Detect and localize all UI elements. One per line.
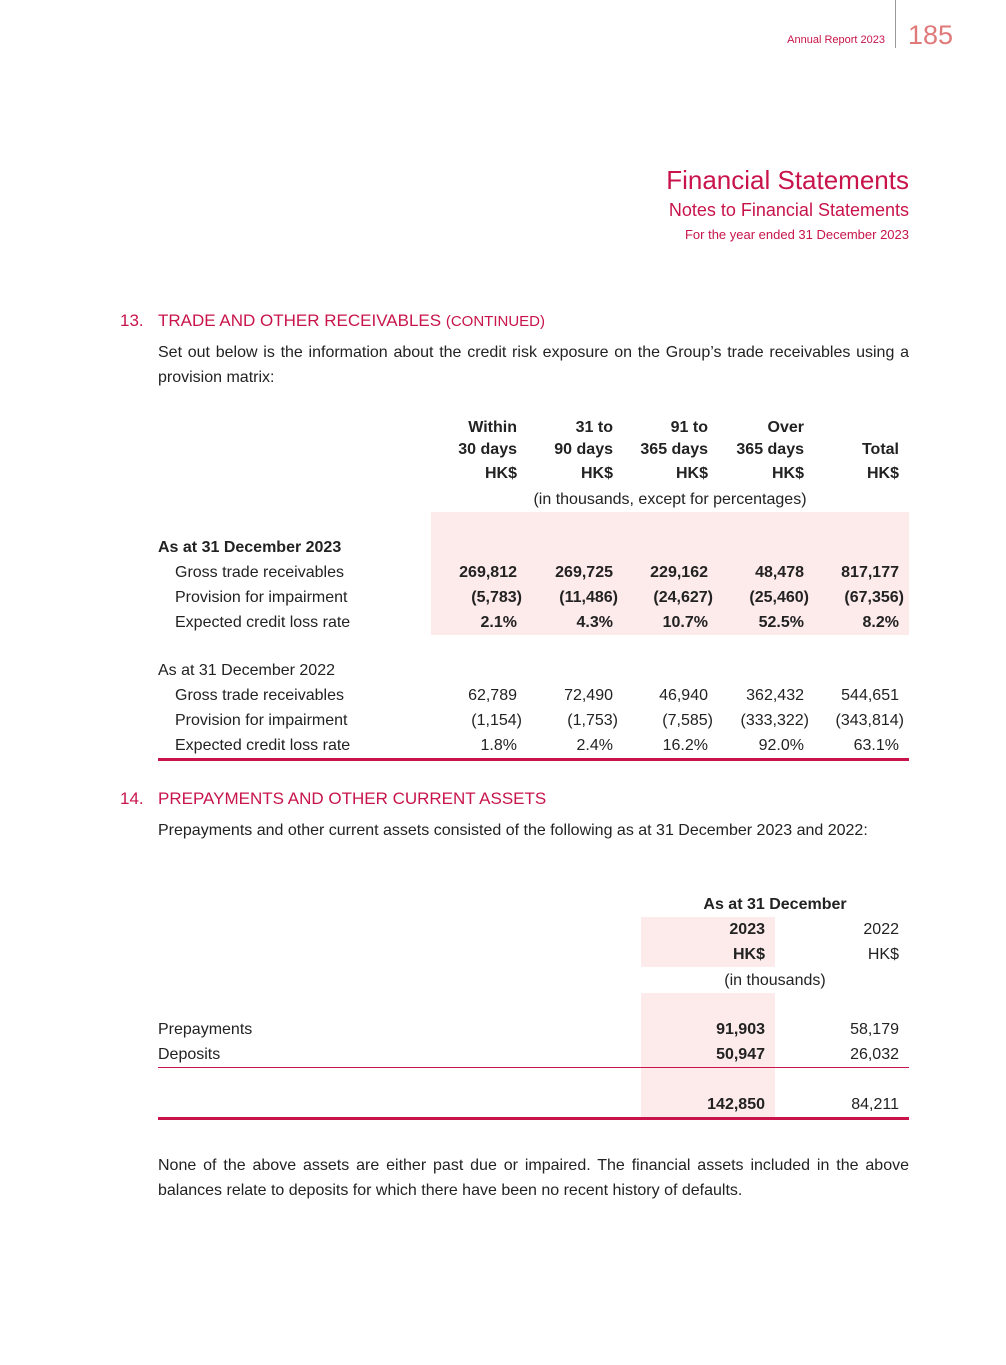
footnote: None of the above assets are either past… xyxy=(158,1157,909,1199)
period: For the year ended 31 December 2023 xyxy=(684,227,909,242)
cell: 91,903 xyxy=(716,1021,765,1038)
header-divider xyxy=(895,0,896,48)
row-label: Expected credit loss rate xyxy=(175,737,351,754)
heading-text: TRADE AND OTHER RECEIVABLES xyxy=(158,311,442,330)
column-unit: HK$ xyxy=(732,946,765,963)
cell: 4.3% xyxy=(576,614,613,631)
highlight xyxy=(431,512,909,635)
cell: 8.2% xyxy=(862,614,899,631)
column-header: 90 days xyxy=(554,441,613,458)
column-unit: HK$ xyxy=(867,946,899,963)
row-label: Expected credit loss rate xyxy=(175,614,351,631)
highlight xyxy=(641,917,775,967)
column-header: 91 to xyxy=(670,419,708,436)
highlight xyxy=(641,993,775,1118)
cell: 92.0% xyxy=(758,737,804,754)
cell: 58,179 xyxy=(850,1021,899,1038)
cell: (7,585) xyxy=(662,712,713,729)
cell: 48,478 xyxy=(755,564,804,581)
group-label: As at 31 December 2023 xyxy=(158,539,342,556)
total-cell: 84,211 xyxy=(851,1096,899,1113)
cell: (67,356) xyxy=(844,589,904,606)
title: Financial Statements xyxy=(666,165,909,195)
column-unit: HK$ xyxy=(675,465,708,482)
cell: 362,432 xyxy=(746,687,804,704)
cell: (11,486) xyxy=(559,589,618,606)
subtotal-rule xyxy=(158,1067,909,1068)
cell: 229,162 xyxy=(650,564,708,581)
column-header: 31 to xyxy=(575,419,613,436)
subtitle: Notes to Financial Statements xyxy=(668,200,909,220)
column-unit: HK$ xyxy=(484,465,517,482)
cell: 10.7% xyxy=(662,614,708,631)
cell: (333,322) xyxy=(740,712,810,729)
cell: 26,032 xyxy=(850,1046,899,1063)
section-heading: PREPAYMENTS AND OTHER CURRENT ASSETS xyxy=(158,789,547,808)
total-rule xyxy=(158,1117,909,1120)
unit-note: (in thousands) xyxy=(724,972,826,989)
cell: (5,783) xyxy=(471,589,522,606)
table-rule xyxy=(158,758,909,761)
cell: 1.8% xyxy=(480,737,517,754)
cell: 817,177 xyxy=(841,564,899,581)
column-header: Over xyxy=(767,419,804,436)
unit-note: (in thousands, except for percentages) xyxy=(533,491,807,508)
row-label: Provision for impairment xyxy=(175,712,348,729)
section-number: 13. xyxy=(120,311,144,330)
cell: 52.5% xyxy=(758,614,804,631)
cell: 63.1% xyxy=(853,737,899,754)
column-header: 365 days xyxy=(640,441,708,458)
row-label: Gross trade receivables xyxy=(175,687,344,704)
column-header: 30 days xyxy=(458,441,517,458)
cell: 2.4% xyxy=(576,737,613,754)
page-number: 185 xyxy=(908,20,954,50)
cell: 269,812 xyxy=(459,564,517,581)
cell: 62,789 xyxy=(468,687,517,704)
cell: (25,460) xyxy=(749,589,809,606)
column-header: Total xyxy=(861,441,899,458)
cell: 544,651 xyxy=(841,687,899,704)
row-label: Provision for impairment xyxy=(175,589,348,606)
column-header: Within xyxy=(468,419,517,436)
heading-note: (CONTINUED) xyxy=(445,313,545,330)
row-label: Prepayments xyxy=(158,1021,253,1038)
column-year: 2023 xyxy=(729,921,765,938)
column-unit: HK$ xyxy=(866,465,899,482)
row-label: Gross trade receivables xyxy=(175,564,344,581)
section-number: 14. xyxy=(120,789,144,808)
cell: 269,725 xyxy=(555,564,613,581)
column-unit: HK$ xyxy=(771,465,804,482)
cell: (1,753) xyxy=(567,712,618,729)
total-cell: 142,850 xyxy=(707,1096,765,1113)
intro: Prepayments and other current assets con… xyxy=(158,822,868,839)
cell: 46,940 xyxy=(659,687,708,704)
table-header: As at 31 December xyxy=(703,896,847,913)
group-label: As at 31 December 2022 xyxy=(158,662,335,679)
column-header: 365 days xyxy=(736,441,804,458)
cell: (24,627) xyxy=(653,589,713,606)
column-year: 2022 xyxy=(863,921,899,938)
intro: Set out below is the information about t… xyxy=(158,344,909,386)
row-label: Deposits xyxy=(158,1046,221,1063)
cell: 50,947 xyxy=(716,1046,765,1063)
column-unit: HK$ xyxy=(580,465,613,482)
cell: 16.2% xyxy=(662,737,708,754)
cell: 72,490 xyxy=(564,687,613,704)
cell: 2.1% xyxy=(480,614,517,631)
section-heading: TRADE AND OTHER RECEIVABLES (CONTINUED) xyxy=(158,311,545,331)
cell: (1,154) xyxy=(471,712,522,729)
report-name: Annual Report 2023 xyxy=(787,34,885,46)
cell: (343,814) xyxy=(835,712,905,729)
